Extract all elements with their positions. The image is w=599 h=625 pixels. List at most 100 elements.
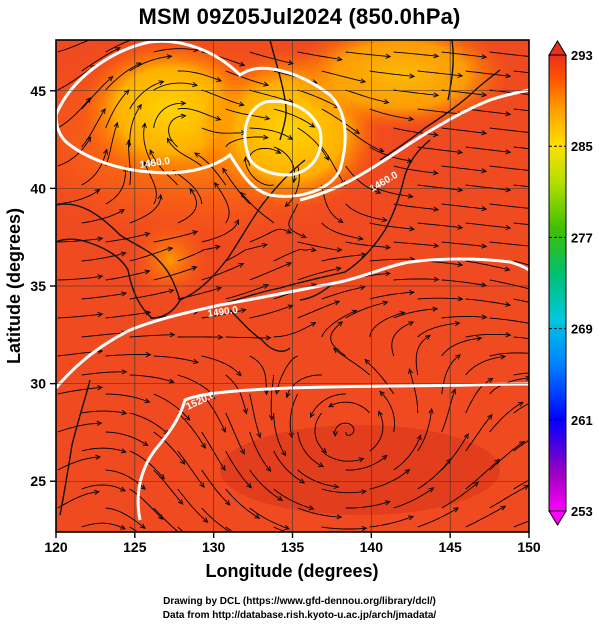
streamline: [379, 391, 395, 433]
streamline-arrow: [285, 392, 291, 399]
streamline: [393, 165, 438, 174]
streamline: [201, 393, 226, 433]
streamline-arrow: [177, 499, 184, 505]
streamline: [201, 263, 244, 281]
streamline-arrow: [166, 137, 172, 144]
streamline: [143, 123, 155, 167]
streamline-arrow: [192, 230, 199, 236]
streamline: [57, 40, 91, 53]
streamline: [513, 520, 529, 528]
streamline: [244, 157, 274, 186]
streamline-arrow: [408, 515, 415, 521]
streamline: [321, 526, 367, 530]
streamline: [393, 127, 438, 136]
streamline: [364, 359, 395, 395]
streamline-arrow: [308, 505, 315, 511]
streamline-arrow: [191, 266, 198, 271]
streamline-arrow: [95, 454, 102, 460]
streamline-arrow: [242, 408, 248, 415]
streamline: [441, 51, 487, 58]
streamline-arrow: [318, 462, 324, 468]
streamline: [288, 203, 306, 238]
streamline-arrow: [120, 524, 127, 530]
streamline: [194, 152, 227, 186]
streamline-arrow: [500, 505, 507, 511]
streamline-arrow: [263, 389, 270, 396]
streamline: [105, 431, 148, 446]
streamline-arrow: [238, 263, 245, 268]
streamline: [441, 316, 487, 319]
streamline-arrow: [463, 433, 469, 440]
streamline: [369, 258, 415, 262]
streamline: [129, 526, 139, 532]
streamline: [57, 491, 100, 509]
streamline-arrow: [525, 375, 529, 381]
streamline-arrow: [209, 393, 216, 400]
streamline-arrow: [473, 481, 480, 487]
streamline: [297, 267, 341, 281]
streamline: [309, 393, 346, 418]
streamline: [57, 386, 103, 395]
streamline: [173, 170, 203, 205]
streamline: [201, 219, 239, 243]
streamline: [334, 422, 355, 436]
streamline: [273, 248, 316, 262]
streamline: [81, 371, 127, 376]
streamline-arrow: [505, 332, 512, 338]
streamline: [562, 261, 599, 273]
streamline: [441, 241, 487, 247]
streamline-arrow: [505, 301, 512, 307]
streamline: [417, 184, 463, 191]
streamline-arrow: [577, 360, 582, 364]
contour-lines: [56, 40, 529, 521]
streamline: [417, 322, 460, 338]
streamline: [513, 108, 529, 112]
streamline-arrow: [457, 72, 464, 78]
streamline: [249, 127, 293, 140]
streamline-arrow: [432, 306, 439, 312]
streamline-arrow: [383, 99, 390, 105]
streamline: [249, 469, 283, 501]
streamline: [153, 266, 197, 281]
streamline: [249, 393, 261, 438]
streamline: [393, 435, 422, 471]
streamline: [143, 161, 157, 205]
streamline-arrow: [180, 113, 187, 119]
streamline-arrow: [381, 454, 388, 461]
streamline-arrow: [530, 206, 535, 210]
y-tick-label: 45: [30, 83, 46, 99]
streamline: [417, 146, 463, 153]
wind-streamlines: [57, 40, 599, 548]
x-tick-label: 150: [517, 539, 541, 555]
streamline-arrow: [378, 410, 383, 417]
streamline-arrow: [120, 448, 127, 454]
streamline: [81, 108, 106, 148]
streamline: [513, 298, 529, 303]
streamline-arrow: [578, 91, 583, 95]
streamline: [149, 149, 179, 186]
streamline-arrow: [124, 89, 130, 95]
streamline: [297, 127, 329, 161]
streamline-arrow: [189, 188, 195, 194]
streamline-arrow: [361, 489, 368, 495]
streamline-arrow: [428, 407, 434, 414]
streamline: [369, 411, 384, 452]
streamline: [153, 507, 180, 532]
streamline-arrow: [234, 218, 239, 225]
streamline: [489, 203, 529, 209]
streamline: [129, 104, 142, 148]
streamline: [393, 487, 434, 509]
streamline-arrow: [433, 276, 440, 282]
streamline-arrow: [135, 62, 142, 68]
streamline-arrow: [149, 149, 155, 156]
streamline-arrow: [288, 60, 294, 66]
streamline-arrow: [481, 282, 488, 288]
streamline-arrow: [260, 544, 265, 548]
streamline-arrow: [529, 321, 534, 325]
colorbar-tick-label: 253: [571, 504, 593, 519]
streamline-arrow: [312, 536, 317, 540]
streamline: [297, 51, 342, 61]
streamline: [417, 458, 452, 490]
streamline-arrow: [381, 217, 388, 223]
contour-label: 1460.0: [139, 156, 171, 171]
